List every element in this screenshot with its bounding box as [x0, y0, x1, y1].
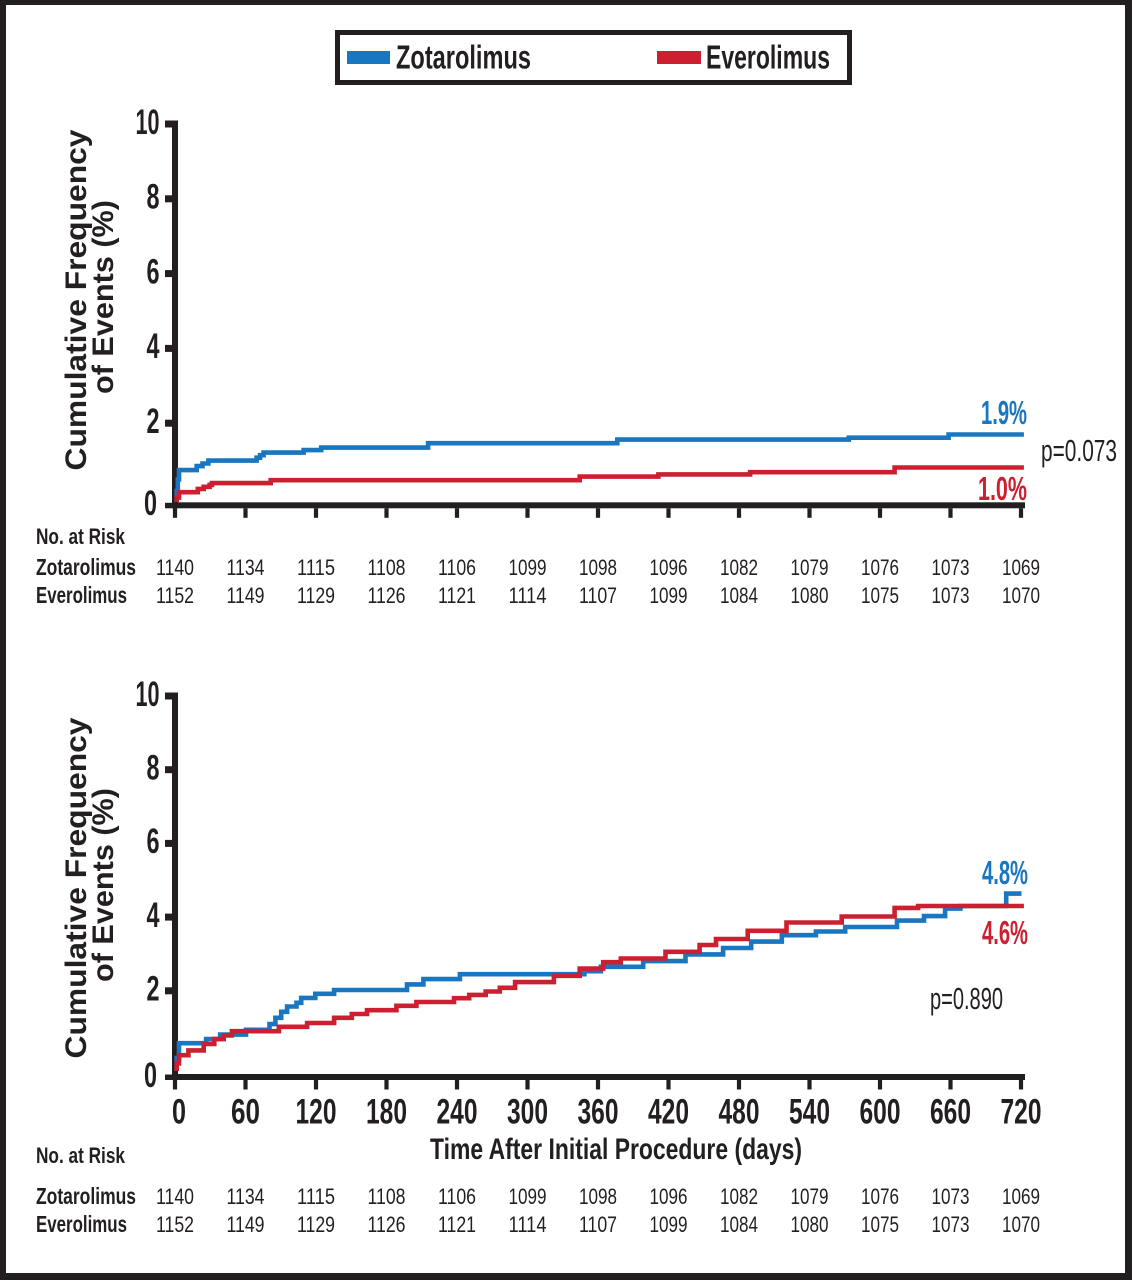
- svg-text:1114: 1114: [509, 583, 547, 608]
- svg-text:4.6%: 4.6%: [982, 914, 1028, 951]
- svg-text:1076: 1076: [861, 1184, 899, 1209]
- svg-text:1073: 1073: [932, 555, 970, 580]
- svg-text:2: 2: [147, 402, 160, 441]
- svg-text:0: 0: [144, 484, 157, 523]
- svg-text:1149: 1149: [227, 1212, 265, 1237]
- svg-text:1069: 1069: [1002, 555, 1040, 580]
- svg-text:1140: 1140: [156, 555, 194, 580]
- svg-text:1126: 1126: [368, 1212, 406, 1237]
- svg-text:1096: 1096: [650, 1184, 688, 1209]
- svg-text:1079: 1079: [791, 555, 829, 580]
- svg-text:120: 120: [296, 1093, 337, 1132]
- svg-text:1098: 1098: [579, 555, 617, 580]
- svg-text:1106: 1106: [438, 1184, 476, 1209]
- svg-text:Zotarolimus: Zotarolimus: [396, 39, 531, 76]
- svg-text:1114: 1114: [509, 1212, 547, 1237]
- svg-text:1080: 1080: [791, 1212, 829, 1237]
- svg-text:1.9%: 1.9%: [981, 394, 1027, 431]
- svg-text:Everolimus: Everolimus: [36, 582, 127, 608]
- svg-text:No. at Risk: No. at Risk: [36, 1143, 126, 1168]
- svg-text:60: 60: [231, 1093, 260, 1132]
- svg-text:0: 0: [172, 1093, 186, 1132]
- svg-text:4.8%: 4.8%: [982, 854, 1028, 891]
- svg-text:1096: 1096: [650, 555, 688, 580]
- svg-text:1082: 1082: [720, 555, 758, 580]
- svg-text:No. at Risk: No. at Risk: [36, 524, 126, 549]
- svg-text:1134: 1134: [227, 555, 265, 580]
- svg-text:4: 4: [147, 896, 160, 935]
- svg-text:of Events (%): of Events (%): [87, 788, 120, 982]
- svg-text:1.0%: 1.0%: [978, 470, 1027, 507]
- svg-text:6: 6: [147, 252, 160, 291]
- svg-text:1099: 1099: [650, 1212, 688, 1237]
- svg-text:1070: 1070: [1002, 583, 1040, 608]
- svg-text:1099: 1099: [650, 583, 688, 608]
- svg-text:1121: 1121: [438, 1212, 476, 1237]
- svg-text:480: 480: [719, 1093, 760, 1132]
- svg-text:660: 660: [930, 1093, 971, 1132]
- svg-text:1149: 1149: [227, 583, 265, 608]
- svg-text:Everolimus: Everolimus: [706, 39, 830, 76]
- svg-text:Time After Initial Procedure (: Time After Initial Procedure (days): [430, 1133, 802, 1166]
- svg-text:1099: 1099: [509, 1184, 547, 1209]
- svg-text:1152: 1152: [156, 1212, 194, 1237]
- svg-text:1079: 1079: [791, 1184, 829, 1209]
- svg-text:4: 4: [147, 327, 160, 366]
- svg-text:360: 360: [578, 1093, 619, 1132]
- svg-text:1073: 1073: [932, 1184, 970, 1209]
- svg-text:p=0.073: p=0.073: [1041, 433, 1117, 468]
- svg-text:Cumulative Frequency: Cumulative Frequency: [60, 129, 93, 470]
- svg-text:1069: 1069: [1002, 1184, 1040, 1209]
- svg-text:1106: 1106: [438, 555, 476, 580]
- svg-text:240: 240: [437, 1093, 478, 1132]
- svg-text:Zotarolimus: Zotarolimus: [36, 554, 136, 580]
- svg-text:1076: 1076: [861, 555, 899, 580]
- svg-text:p=0.890: p=0.890: [930, 981, 1003, 1016]
- svg-text:1084: 1084: [720, 1212, 758, 1237]
- svg-text:of Events (%): of Events (%): [87, 200, 120, 394]
- svg-text:1129: 1129: [297, 1212, 335, 1237]
- svg-text:1108: 1108: [368, 555, 406, 580]
- svg-text:Cumulative Frequency: Cumulative Frequency: [60, 717, 93, 1058]
- svg-text:1098: 1098: [579, 1184, 617, 1209]
- svg-text:1108: 1108: [368, 1184, 406, 1209]
- svg-text:1134: 1134: [227, 1184, 265, 1209]
- svg-text:1070: 1070: [1002, 1212, 1040, 1237]
- svg-text:8: 8: [147, 749, 160, 788]
- svg-text:1075: 1075: [861, 1212, 899, 1237]
- svg-text:1073: 1073: [932, 583, 970, 608]
- svg-text:1107: 1107: [579, 583, 617, 608]
- svg-text:Everolimus: Everolimus: [36, 1211, 127, 1237]
- svg-text:0: 0: [144, 1056, 157, 1095]
- svg-text:540: 540: [789, 1093, 830, 1132]
- svg-text:1073: 1073: [932, 1212, 970, 1237]
- svg-text:1140: 1140: [156, 1184, 194, 1209]
- svg-text:420: 420: [648, 1093, 689, 1132]
- svg-text:8: 8: [147, 178, 160, 217]
- svg-text:2: 2: [147, 970, 160, 1009]
- svg-text:1129: 1129: [297, 583, 335, 608]
- svg-text:1115: 1115: [297, 1184, 335, 1209]
- svg-text:10: 10: [136, 675, 160, 714]
- svg-text:10: 10: [136, 103, 160, 142]
- svg-text:300: 300: [507, 1093, 548, 1132]
- svg-text:1075: 1075: [861, 583, 899, 608]
- svg-text:1084: 1084: [720, 583, 758, 608]
- svg-text:1126: 1126: [368, 583, 406, 608]
- svg-text:1099: 1099: [509, 555, 547, 580]
- svg-text:6: 6: [147, 822, 160, 861]
- svg-text:Zotarolimus: Zotarolimus: [36, 1183, 136, 1209]
- svg-text:1082: 1082: [720, 1184, 758, 1209]
- svg-text:1107: 1107: [579, 1212, 617, 1237]
- svg-text:720: 720: [1001, 1093, 1042, 1132]
- svg-text:1115: 1115: [297, 555, 335, 580]
- svg-text:1152: 1152: [156, 583, 194, 608]
- svg-text:180: 180: [366, 1093, 407, 1132]
- svg-text:600: 600: [860, 1093, 901, 1132]
- svg-text:1121: 1121: [438, 583, 476, 608]
- svg-text:1080: 1080: [791, 583, 829, 608]
